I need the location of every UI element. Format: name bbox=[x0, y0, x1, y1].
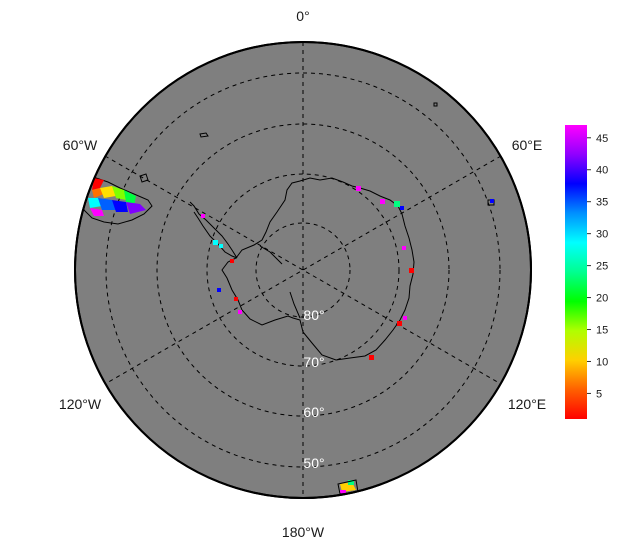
colorbar-tick-label: 35 bbox=[596, 197, 608, 209]
lat-circle-60 bbox=[156, 123, 450, 417]
colorbar-tick-label: 30 bbox=[596, 229, 608, 241]
island-outline bbox=[433, 102, 438, 107]
island-outline bbox=[139, 173, 149, 183]
ross-ice-shelf bbox=[259, 245, 301, 319]
map-border bbox=[74, 41, 532, 499]
colorbar-ticks: 5 10 15 20 25 30 35 40 45 bbox=[587, 133, 608, 400]
colorbar-tick-label: 5 bbox=[596, 388, 602, 400]
colorbar-tick-label: 20 bbox=[596, 293, 608, 305]
colorbar: 5 10 15 20 25 30 35 40 45 bbox=[565, 125, 608, 419]
lat-circle-50 bbox=[105, 72, 501, 468]
colorbar-tick-label: 40 bbox=[596, 165, 608, 177]
lon-label-120w: 120°W bbox=[59, 396, 102, 412]
lat-label-80: 80° bbox=[303, 307, 324, 323]
lat-label-70: 70° bbox=[303, 354, 324, 370]
colorbar-tick-label: 25 bbox=[596, 261, 608, 273]
lon-label-60e: 60°E bbox=[512, 137, 543, 153]
meridian-lines bbox=[104, 42, 502, 498]
colorbar-tick-label: 15 bbox=[596, 325, 608, 337]
lon-label-120e: 120°E bbox=[508, 396, 546, 412]
coastal-data-points bbox=[201, 186, 494, 360]
lat-label-50: 50° bbox=[303, 455, 324, 471]
island-outline bbox=[199, 132, 209, 138]
lon-label-60w: 60°W bbox=[63, 137, 98, 153]
lon-label-180w: 180°W bbox=[282, 524, 325, 540]
south-america-coastline bbox=[83, 177, 153, 225]
south-america-data-region bbox=[83, 177, 153, 225]
lon-label-0: 0° bbox=[296, 8, 309, 24]
antarctica-coastline bbox=[221, 177, 415, 361]
lat-label-60: 60° bbox=[303, 404, 324, 420]
colorbar-tick-label: 10 bbox=[596, 356, 608, 368]
colorbar-tick-label: 45 bbox=[596, 133, 608, 145]
colorbar-gradient bbox=[565, 125, 587, 419]
